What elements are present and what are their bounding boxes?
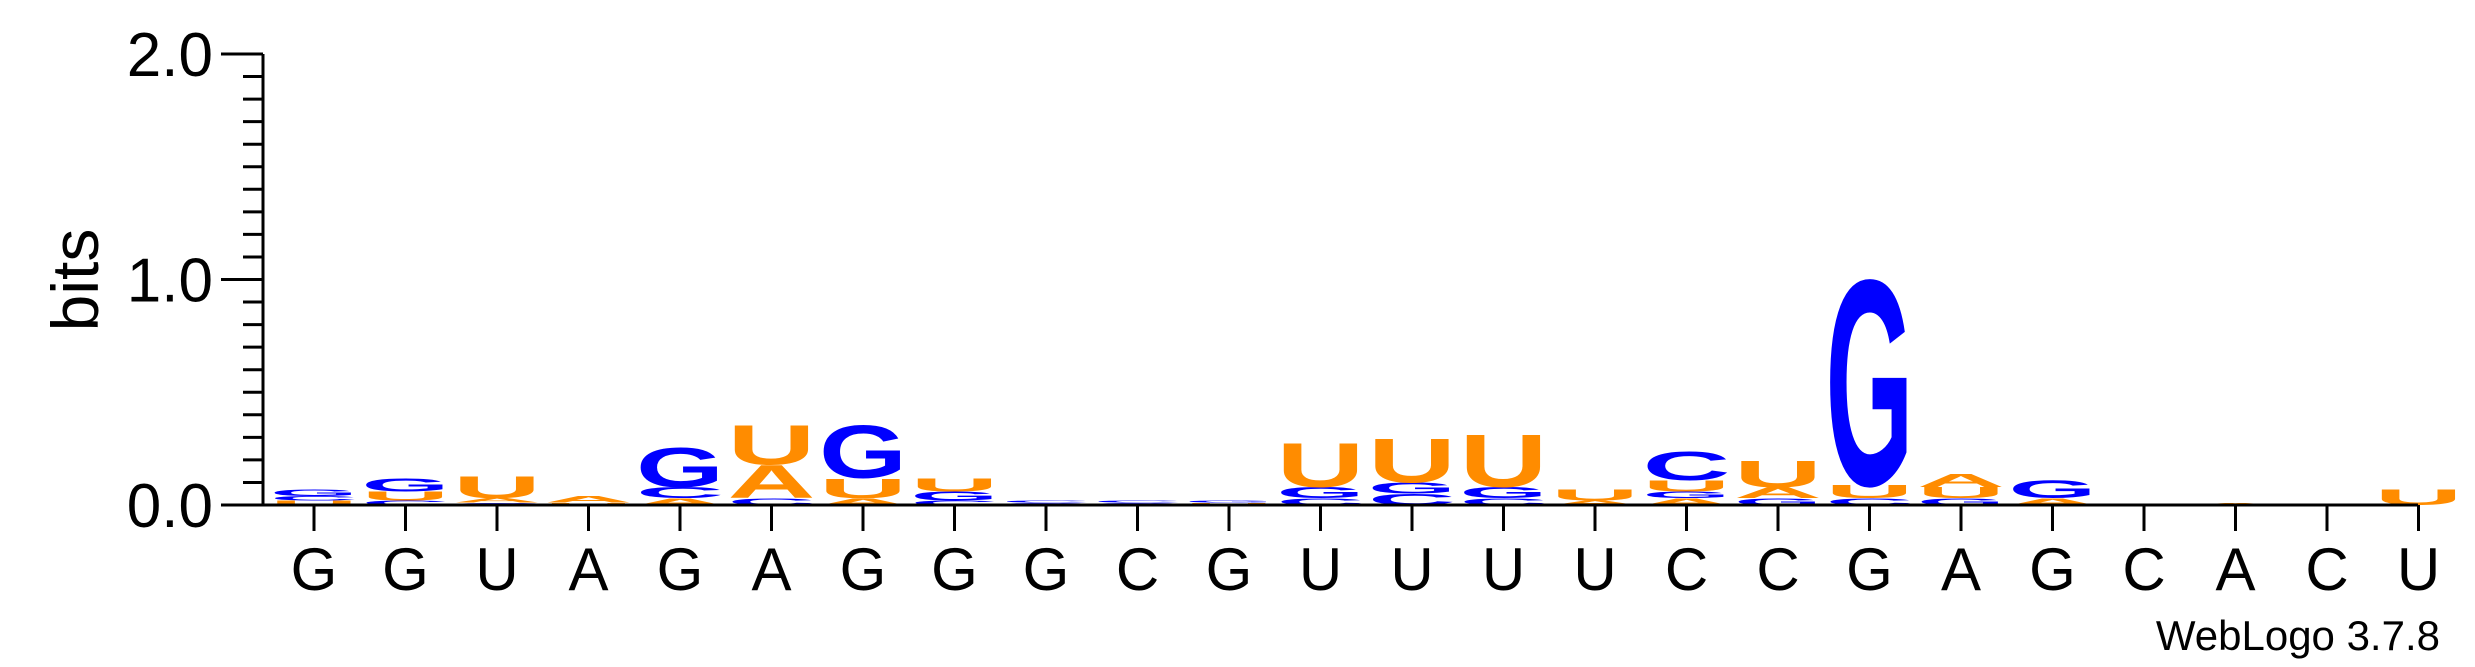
logo-letter-g: G <box>1734 497 1822 508</box>
x-tick-label: C <box>1756 536 1799 603</box>
logo-letter-u: U <box>1460 419 1548 503</box>
x-tick-label: G <box>657 536 704 603</box>
logo-letter-g: G <box>270 488 358 499</box>
logo-letter-g: G <box>1277 484 1365 501</box>
x-tick-label: A <box>1941 536 1981 603</box>
x-tick-label: C <box>2305 536 2348 603</box>
x-tick-label: U <box>1482 536 1525 603</box>
logo-letter-g: G <box>362 475 450 496</box>
logo-letter-u: U <box>1643 477 1731 494</box>
logo-letter-u: U <box>1917 484 2005 501</box>
logo-letter-u: U <box>911 475 999 496</box>
logo-letter-a: A <box>2009 497 2097 507</box>
logo-letter-a: A <box>453 497 541 504</box>
logo-letter-g: G <box>1826 219 1914 548</box>
x-tick-label: G <box>1206 536 1253 603</box>
logo-letter-a: A <box>819 497 907 507</box>
x-tick-label: G <box>291 536 338 603</box>
logo-letter-u: U <box>1826 481 1914 502</box>
logo-letter-a: A <box>1551 499 1639 506</box>
logo-letter-g: G <box>1643 490 1731 501</box>
logo-letter-c: C <box>270 495 358 502</box>
logo-letter-u: U <box>270 499 358 506</box>
x-tick-label: A <box>751 536 791 603</box>
logo-letter-u: U <box>728 414 816 477</box>
y-tick-label: 1.0 <box>127 247 213 316</box>
logo-letter-c: C <box>1460 497 1548 507</box>
logo-letter-u: U <box>1551 486 1639 503</box>
logo-letter-u: U <box>1734 453 1822 495</box>
x-tick-label: G <box>931 536 978 603</box>
y-tick-label: 2.0 <box>127 21 213 90</box>
logo-letter-g: G <box>1917 497 2005 508</box>
weblogo-version-label: WebLogo 3.7.8 <box>2156 612 2440 659</box>
logo-letter-g: G <box>819 411 907 495</box>
logo-letter-c: C <box>1002 500 1090 503</box>
logo-letter-a: A <box>728 456 816 509</box>
x-tick-label: U <box>1390 536 1433 603</box>
logo-letter-a: A <box>1643 497 1731 507</box>
y-axis-ticks: 0.0 1.0 2.0 <box>127 21 263 541</box>
x-tick-label: C <box>1665 536 1708 603</box>
x-tick-label: U <box>1573 536 1616 603</box>
x-tick-label: C <box>1116 536 1159 603</box>
y-axis-label: bits <box>38 229 112 332</box>
logo-letter-u: U <box>1368 426 1456 496</box>
logo-letter-a: A <box>1734 484 1822 501</box>
logo-letter-u: U <box>362 489 450 503</box>
letter-stacks: UCGCUGCAUUAACGCAUAUGCGUGCGCUGCGUCGUCGUAU… <box>270 219 2462 548</box>
logo-letter-g: G <box>636 436 724 499</box>
logo-letter-a: A <box>636 497 724 507</box>
logo-letter-c: C <box>1277 497 1365 507</box>
x-tick-label: C <box>2122 536 2165 603</box>
logo-letter-a: A <box>1917 470 2005 491</box>
logo-letter-g: G <box>911 489 999 503</box>
logo-letter-a: A <box>545 494 633 504</box>
logo-letter-g: G <box>1185 500 1273 503</box>
logo-letter-g: G <box>1368 480 1456 497</box>
logo-letter-c: C <box>1094 500 1182 503</box>
x-tick-label: U <box>1299 536 1342 603</box>
y-tick-label: 0.0 <box>127 472 213 541</box>
x-tick-label: G <box>2029 536 2076 603</box>
x-tick-label: A <box>568 536 608 603</box>
logo-letter-c: C <box>1826 497 1914 507</box>
x-tick-label: U <box>475 536 518 603</box>
logo-letter-c: C <box>1643 444 1731 489</box>
logo-letter-c: C <box>911 499 999 506</box>
x-tick-label: G <box>840 536 887 603</box>
logo-letter-u: U <box>1277 430 1365 500</box>
x-tick-label: U <box>2397 536 2440 603</box>
logo-letter-u: U <box>819 473 907 505</box>
x-tick-label: G <box>1846 536 1893 603</box>
x-tick-label: G <box>382 536 429 603</box>
x-tick-label: A <box>2215 536 2255 603</box>
logo-letter-c: C <box>362 499 450 506</box>
logo-letter-g: G <box>2009 476 2097 504</box>
logo-letter-u: U <box>453 470 541 505</box>
logo-letter-g: G <box>1460 484 1548 501</box>
logo-letter-c: C <box>636 484 724 501</box>
logo-letter-c: C <box>728 497 816 507</box>
x-tick-label: G <box>1023 536 1070 603</box>
